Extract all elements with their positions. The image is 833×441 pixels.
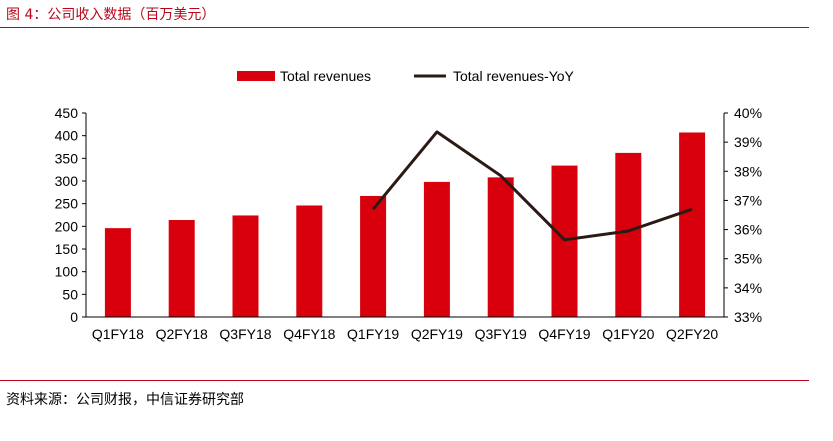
right-axis-tick-label: 39% <box>734 134 762 150</box>
bar-series-total-revenues <box>104 132 706 317</box>
x-axis: Q1FY18 Q2FY18 Q3FY18 Q4FY18 Q1FY19 Q2FY19 Q3FY… <box>86 316 724 342</box>
legend-swatch-total-revenues <box>237 71 275 81</box>
left-axis-tick-label: 150 <box>55 241 79 257</box>
x-axis-tick-label: Q4FY18 <box>283 326 335 342</box>
left-axis-tick-label: 250 <box>55 196 79 212</box>
line-total-revenues-yoy <box>371 130 693 242</box>
right-axis-tick-label: 40% <box>734 105 762 121</box>
bar-total-revenues <box>615 152 642 317</box>
bar-total-revenues <box>487 177 514 317</box>
bar-total-revenues <box>168 219 195 317</box>
title-divider <box>0 27 809 28</box>
line-series-total-revenues-yoy <box>371 130 693 242</box>
x-axis-tick-label: Q3FY19 <box>475 326 527 342</box>
left-axis-tick-label: 200 <box>55 218 79 234</box>
figure-title: 图 4：公司收入数据（百万美元） <box>6 7 216 23</box>
x-axis-tick-label: Q2FY19 <box>411 326 463 342</box>
x-axis-tick-label: Q2FY18 <box>156 326 208 342</box>
left-axis-tick-label: 300 <box>55 173 79 189</box>
x-axis-tick-label: Q1FY20 <box>602 326 654 342</box>
chart-legend: Total revenues Total revenues-YoY <box>237 68 575 84</box>
left-axis-tick-label: 450 <box>55 105 79 121</box>
right-y-axis: 33% 34% 35% 36% 37% 38% 39% 40% <box>723 105 762 325</box>
x-axis-tick-label: Q1FY19 <box>347 326 399 342</box>
right-axis-tick-label: 38% <box>734 163 762 179</box>
right-axis-tick-label: 33% <box>734 309 762 325</box>
left-y-axis: 0 50 100 150 200 250 300 350 400 450 <box>55 105 87 325</box>
x-axis-tick-label: Q3FY18 <box>219 326 271 342</box>
left-axis-tick-label: 0 <box>70 309 78 325</box>
left-axis-tick-label: 50 <box>62 286 78 302</box>
bar-total-revenues <box>296 205 323 317</box>
legend-label-total-revenues-yoy: Total revenues-YoY <box>453 68 575 84</box>
x-axis-tick-label: Q4FY19 <box>538 326 590 342</box>
bar-total-revenues <box>104 228 131 317</box>
source-divider <box>0 380 809 381</box>
right-axis-tick-label: 37% <box>734 192 762 208</box>
bar-total-revenues <box>423 181 450 317</box>
left-axis-tick-label: 100 <box>55 264 79 280</box>
source-note: 资料来源：公司财报，中信证券研究部 <box>6 392 244 408</box>
bar-total-revenues <box>232 215 259 317</box>
right-axis-tick-label: 36% <box>734 222 762 238</box>
left-axis-tick-label: 400 <box>55 128 79 144</box>
x-axis-tick-label: Q2FY20 <box>666 326 718 342</box>
legend-label-total-revenues: Total revenues <box>280 68 371 84</box>
right-axis-tick-label: 34% <box>734 280 762 296</box>
x-axis-tick-label: Q1FY18 <box>92 326 144 342</box>
right-axis-tick-label: 35% <box>734 251 762 267</box>
bar-total-revenues <box>360 195 387 317</box>
bar-total-revenues <box>679 132 706 317</box>
left-axis-tick-label: 350 <box>55 150 79 166</box>
